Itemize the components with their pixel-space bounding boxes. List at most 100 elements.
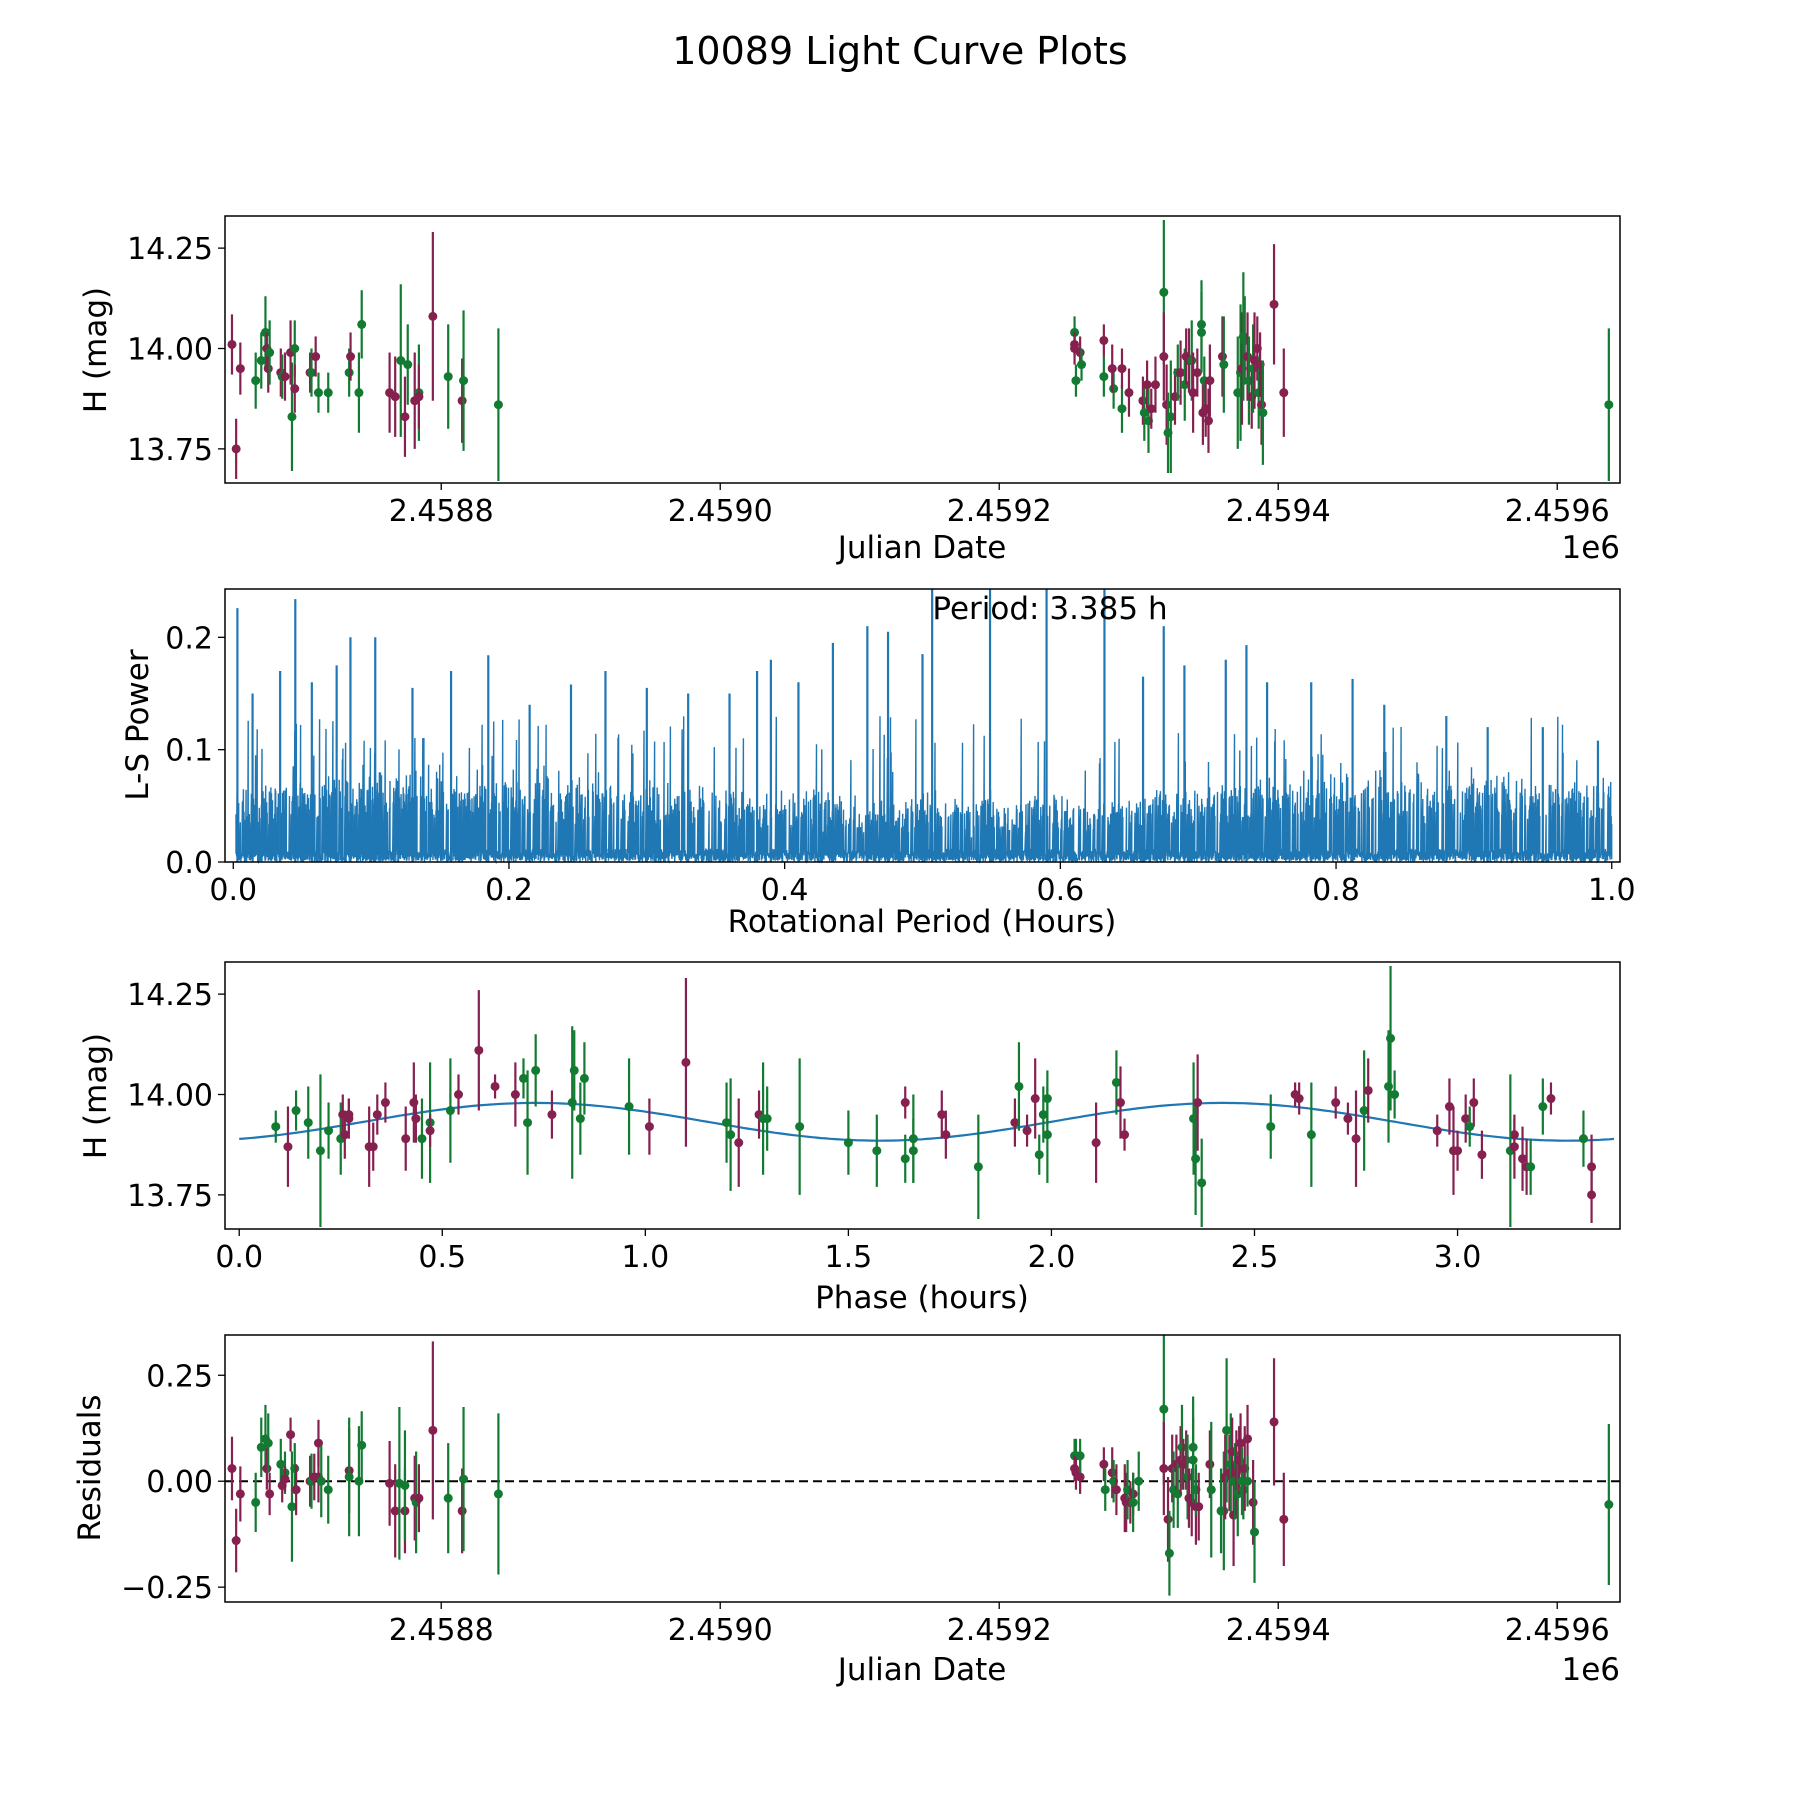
phased-xtick-label: 0.5	[418, 1240, 466, 1275]
phased-point	[1477, 1150, 1487, 1160]
lightcurve-point	[1176, 368, 1186, 378]
phased-point	[344, 1114, 354, 1124]
residuals-point	[1219, 1506, 1229, 1516]
phased-point	[1266, 1122, 1276, 1132]
lightcurve-point	[256, 356, 266, 366]
lightcurve-x-offset: 1e6	[1561, 530, 1620, 566]
residuals-ytick-label: −0.25	[121, 1571, 213, 1606]
phased-point	[1022, 1126, 1032, 1136]
residuals-point	[1188, 1455, 1198, 1465]
residuals-xticks: 2.4588 2.4590 2.4592 2.4594 2.4596	[389, 1602, 1610, 1648]
residuals-yticks: −0.25 0.00 0.25	[121, 1359, 225, 1606]
phased-point	[900, 1154, 910, 1164]
lightcurve-point	[1258, 408, 1268, 418]
residuals-point	[1236, 1438, 1246, 1448]
lightcurve-xlabel: Julian Date	[836, 530, 1007, 566]
periodogram-xtick-label: 0.8	[1312, 873, 1360, 908]
lightcurve-point	[1279, 388, 1289, 398]
residuals-point	[1194, 1502, 1204, 1512]
residuals-panel: 2.4588 2.4590 2.4592 2.4594 2.4596 −0.25 0.00…	[72, 1334, 1621, 1688]
phased-point	[900, 1098, 910, 1108]
phased-ylabel: H (mag)	[78, 1033, 114, 1159]
residuals-point	[1099, 1459, 1109, 1469]
lightcurve-ytick-label: 14.00	[127, 332, 213, 367]
residuals-point	[459, 1474, 469, 1484]
phased-point	[1465, 1122, 1475, 1132]
phased-point	[1509, 1142, 1519, 1152]
phased-point	[340, 1130, 350, 1140]
phased-point	[579, 1073, 589, 1083]
periodogram-xtick-label: 0.6	[1036, 873, 1084, 908]
phased-point	[510, 1089, 520, 1099]
lightcurve-point	[493, 400, 503, 410]
phased-point	[1294, 1094, 1304, 1104]
lightcurve-point	[346, 352, 356, 362]
phased-point	[937, 1110, 947, 1120]
residuals-points	[227, 1335, 1614, 1596]
lightcurve-ylabel: H (mag)	[78, 287, 114, 413]
lightcurve-point	[323, 388, 333, 398]
phased-point	[490, 1081, 500, 1091]
residuals-point	[385, 1478, 395, 1488]
periodogram-xlabel: Rotational Period (Hours)	[728, 904, 1117, 940]
periodogram-power-line	[235, 716, 1613, 865]
lightcurve-point	[265, 348, 275, 358]
lightcurve-point	[231, 444, 241, 454]
lightcurve-xticks: 2.4588 2.4590 2.4592 2.4594 2.4596	[389, 483, 1610, 529]
phased-point	[1197, 1178, 1207, 1188]
phased-point	[569, 1065, 579, 1075]
phased-point	[1384, 1081, 1394, 1091]
phased-point	[1359, 1106, 1369, 1116]
lightcurve-point	[400, 412, 410, 422]
lightcurve-point	[1139, 408, 1149, 418]
lightcurve-point	[443, 372, 453, 382]
lightcurve-point	[280, 372, 290, 382]
phased-xtick-label: 1.5	[825, 1240, 873, 1275]
lightcurve-point	[457, 396, 467, 406]
phased-point	[425, 1126, 435, 1136]
phased-point	[1331, 1098, 1341, 1108]
phased-ytick-label: 14.25	[127, 978, 213, 1013]
phased-point	[843, 1138, 853, 1148]
residuals-point	[251, 1497, 261, 1507]
residuals-point	[1250, 1527, 1260, 1537]
phased-point	[1010, 1118, 1020, 1128]
lightcurve-point	[311, 352, 321, 362]
phased-point	[1111, 1077, 1121, 1087]
residuals-ytick-label: 0.00	[146, 1465, 213, 1500]
lightcurve-point	[1150, 380, 1160, 390]
lightcurve-point	[1187, 356, 1197, 366]
phased-point	[474, 1045, 484, 1055]
lightcurve-point	[1205, 376, 1215, 386]
phased-point	[283, 1142, 293, 1152]
phased-point	[567, 1098, 577, 1108]
lightcurve-point	[290, 384, 300, 394]
periodogram-ytick-label: 0.2	[165, 621, 213, 656]
residuals-axes-frame	[224, 1334, 1621, 1603]
phased-point	[291, 1106, 301, 1116]
residuals-x-offset: 1e6	[1561, 1652, 1620, 1688]
residuals-point	[457, 1506, 467, 1516]
phased-point	[762, 1114, 772, 1124]
lightcurve-panel: 2.4588 2.4590 2.4592 2.4594 2.4596 13.75 14.0…	[78, 215, 1621, 566]
phased-point	[795, 1122, 805, 1132]
phased-point	[624, 1102, 634, 1112]
phased-point	[1030, 1094, 1040, 1104]
phased-point	[271, 1122, 281, 1132]
lightcurve-point	[428, 311, 438, 321]
lightcurve-points	[227, 220, 1614, 481]
residuals-point	[287, 1502, 297, 1512]
residuals-point	[1279, 1514, 1289, 1524]
residuals-point	[1100, 1485, 1110, 1495]
lightcurve-point	[1077, 360, 1087, 370]
residuals-point	[227, 1464, 237, 1473]
phased-point	[1115, 1098, 1125, 1108]
periodogram-xtick-label: 0.4	[761, 873, 809, 908]
phased-point	[1120, 1130, 1130, 1140]
phased-point	[417, 1134, 427, 1144]
lightcurve-ytick-label: 13.75	[127, 433, 213, 468]
lightcurve-point	[1217, 352, 1227, 362]
residuals-point	[316, 1476, 326, 1486]
phased-fit-line	[239, 1101, 1614, 1142]
